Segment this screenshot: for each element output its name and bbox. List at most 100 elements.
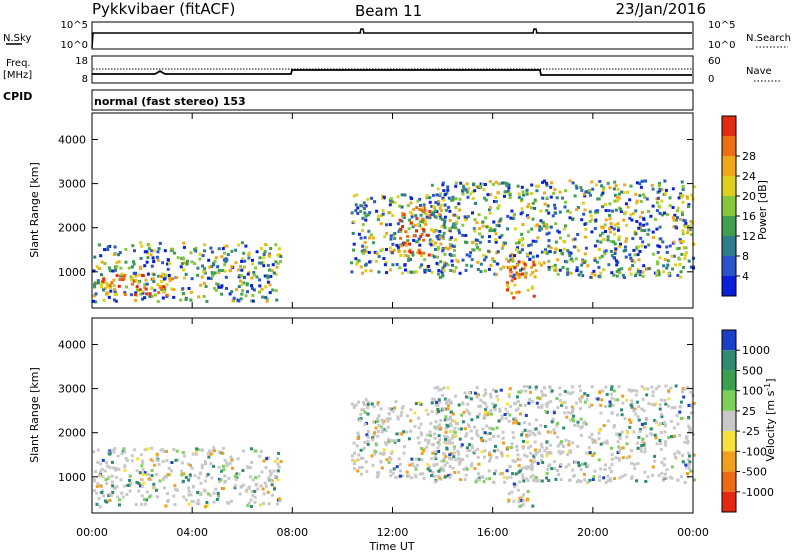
power-echo-cell	[500, 233, 504, 237]
velocity-echo-cell	[142, 473, 145, 477]
velocity-echo-cell	[353, 462, 356, 466]
velocity-echo-cell	[182, 495, 186, 499]
velocity-echo-cell	[360, 465, 364, 469]
velocity-echo-cell	[420, 447, 424, 450]
velocity-echo-cell	[200, 466, 204, 470]
power-echo-cell	[647, 209, 650, 213]
power-echo-cell	[443, 193, 447, 197]
velocity-echo-cell	[187, 493, 191, 497]
power-echo-cell	[143, 264, 147, 268]
power-echo-cell	[656, 262, 660, 266]
velocity-echo-cell	[247, 486, 251, 490]
velocity-echo-cell	[488, 426, 492, 430]
velocity-echo-cell	[572, 419, 575, 423]
velocity-echo-cell	[128, 478, 131, 482]
power-echo-cell	[656, 244, 660, 248]
power-echo-cell	[692, 256, 696, 260]
power-echo-cell	[657, 271, 661, 274]
velocity-echo-cell	[374, 450, 378, 454]
velocity-echo-cell	[688, 454, 691, 458]
velocity-echo-cell	[530, 461, 534, 465]
velocity-echo-cell	[477, 476, 481, 480]
velocity-echo-cell	[591, 440, 595, 444]
velocity-echo-cell	[545, 454, 549, 458]
velocity-echo-cell	[563, 389, 567, 393]
velocity-echo-cell	[530, 465, 534, 469]
velocity-echo-cell	[545, 451, 549, 455]
power-echo-cell	[667, 272, 671, 276]
power-echo-cell	[150, 286, 154, 290]
velocity-echo-cell	[452, 447, 456, 451]
velocity-echo-cell	[610, 411, 614, 415]
power-echo-cell	[408, 242, 412, 246]
velocity-echo-cell	[567, 411, 571, 415]
power-echo-cell	[509, 274, 513, 278]
power-echo-cell	[217, 268, 221, 272]
velocity-echo-cell	[262, 502, 265, 505]
power-echo-cell	[606, 238, 610, 242]
power-echo-cell	[396, 222, 400, 226]
velocity-echo-cell	[637, 418, 641, 422]
velocity-echo-cell	[484, 408, 488, 411]
power-echo-cell	[675, 216, 679, 220]
velocity-echo-cell	[115, 485, 119, 489]
power-echo-cell	[545, 196, 549, 200]
velocity-echo-cell	[659, 422, 662, 426]
velocity-echo-cell	[488, 450, 492, 454]
velocity-echo-cell	[571, 407, 575, 411]
power-ytick-label: 1000	[58, 266, 86, 279]
power-echo-cell	[656, 260, 660, 264]
velocity-echo-cell	[457, 470, 461, 474]
velocity-echo-cell	[456, 449, 460, 453]
velocity-echo-cell	[442, 386, 446, 390]
velocity-echo-cell	[500, 414, 504, 418]
power-echo-cell	[95, 265, 99, 269]
velocity-echo-cell	[378, 451, 382, 455]
velocity-echo-cell	[95, 502, 99, 506]
velocity-echo-cell	[583, 478, 587, 482]
power-echo-cell	[228, 292, 232, 296]
velocity-echo-cell	[173, 503, 177, 507]
power-echo-cell	[614, 259, 618, 263]
power-echo-cell	[443, 264, 447, 268]
velocity-echo-cell	[684, 463, 688, 467]
power-echo-cell	[658, 187, 662, 191]
velocity-echo-cell	[505, 402, 509, 406]
velocity-echo-cell	[494, 444, 497, 448]
velocity-echo-cell	[657, 384, 661, 388]
velocity-echo-cell	[635, 400, 639, 404]
velocity-echo-cell	[510, 490, 514, 494]
velocity-echo-cell	[464, 473, 468, 477]
velocity-echo-cell	[687, 424, 691, 428]
velocity-echo-cell	[483, 402, 487, 406]
power-echo-cell	[640, 244, 644, 248]
power-echo-cell	[209, 277, 213, 281]
power-echo-cell	[541, 220, 545, 224]
velocity-echo-cell	[650, 385, 654, 389]
power-echo-cell	[581, 260, 585, 264]
velocity-echo-cell	[128, 489, 132, 493]
velocity-echo-cell	[546, 430, 550, 434]
velocity-echo-cell	[639, 449, 643, 453]
power-echo-cell	[199, 283, 203, 287]
velocity-echo-cell	[534, 385, 538, 389]
power-echo-cell	[628, 198, 632, 202]
velocity-echo-cell	[155, 452, 159, 456]
nsky-trace	[91, 28, 692, 49]
velocity-echo-cell	[184, 498, 188, 502]
velocity-echo-cell	[191, 452, 195, 456]
power-echo-cell	[200, 275, 204, 279]
power-echo-cell	[255, 275, 259, 279]
power-echo-cell	[224, 257, 228, 261]
velocity-echo-cell	[218, 480, 222, 484]
velocity-echo-cell	[430, 474, 434, 478]
velocity-echo-cell	[522, 479, 526, 483]
power-echo-cell	[531, 271, 535, 274]
power-echo-cell	[508, 196, 512, 199]
velocity-echo-cell	[674, 455, 677, 459]
velocity-echo-cell	[520, 467, 524, 471]
velocity-echo-cell	[473, 391, 477, 395]
power-echo-cell	[559, 236, 562, 240]
velocity-echo-cell	[480, 450, 484, 454]
